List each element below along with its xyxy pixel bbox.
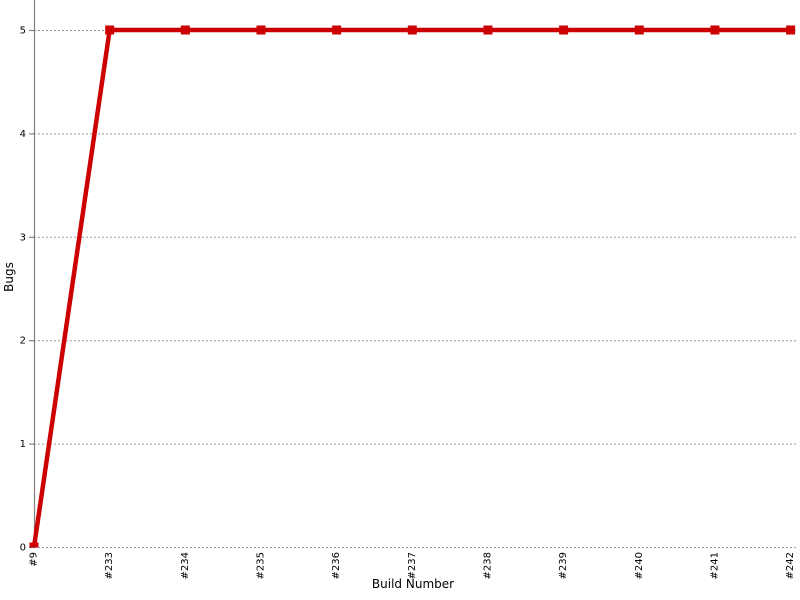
series-line bbox=[31, 27, 791, 548]
y-axis-title: Bugs bbox=[2, 262, 16, 292]
x-tick-label: #236 bbox=[331, 552, 342, 579]
gridlines bbox=[34, 30, 797, 548]
y-axis-tick-labels: 0 1 2 3 4 5 bbox=[20, 26, 26, 554]
x-axis-title: Build Number bbox=[372, 577, 454, 591]
x-tick-label: #239 bbox=[558, 552, 569, 579]
data-point-marker bbox=[256, 25, 266, 35]
data-point-marker bbox=[483, 25, 493, 35]
x-tick-label: #237 bbox=[407, 552, 418, 579]
data-point-marker bbox=[332, 25, 342, 35]
y-tick-label: 1 bbox=[20, 439, 26, 450]
x-tick-label: #235 bbox=[255, 552, 266, 579]
x-tick-label: #238 bbox=[482, 552, 493, 579]
x-tick-label: #233 bbox=[104, 552, 115, 579]
data-point-marker bbox=[180, 25, 190, 35]
data-point-marker bbox=[786, 25, 796, 35]
y-tick-label: 0 bbox=[20, 543, 26, 554]
data-point-marker bbox=[29, 542, 39, 548]
y-tick-label: 3 bbox=[20, 232, 26, 243]
data-point-marker bbox=[407, 25, 417, 35]
y-axis-ticks bbox=[29, 29, 34, 549]
x-tick-label: #9 bbox=[29, 552, 40, 567]
x-tick-label: #242 bbox=[785, 552, 796, 579]
x-tick-label: #240 bbox=[634, 552, 645, 579]
x-tick-label: #234 bbox=[180, 552, 191, 579]
x-tick-label: #241 bbox=[709, 552, 720, 579]
data-point-marker bbox=[634, 25, 644, 35]
y-tick-label: 2 bbox=[20, 336, 26, 347]
y-tick-label: 4 bbox=[20, 129, 26, 140]
bugs-series bbox=[29, 25, 796, 548]
data-point-marker bbox=[105, 25, 115, 35]
data-point-marker bbox=[559, 25, 569, 35]
y-tick-label: 5 bbox=[20, 26, 26, 37]
data-point-marker bbox=[710, 25, 720, 35]
x-axis-tick-labels: #9 #233 #234 #235 #236 #237 #238 #239 #240 #241 #2… bbox=[29, 552, 797, 579]
